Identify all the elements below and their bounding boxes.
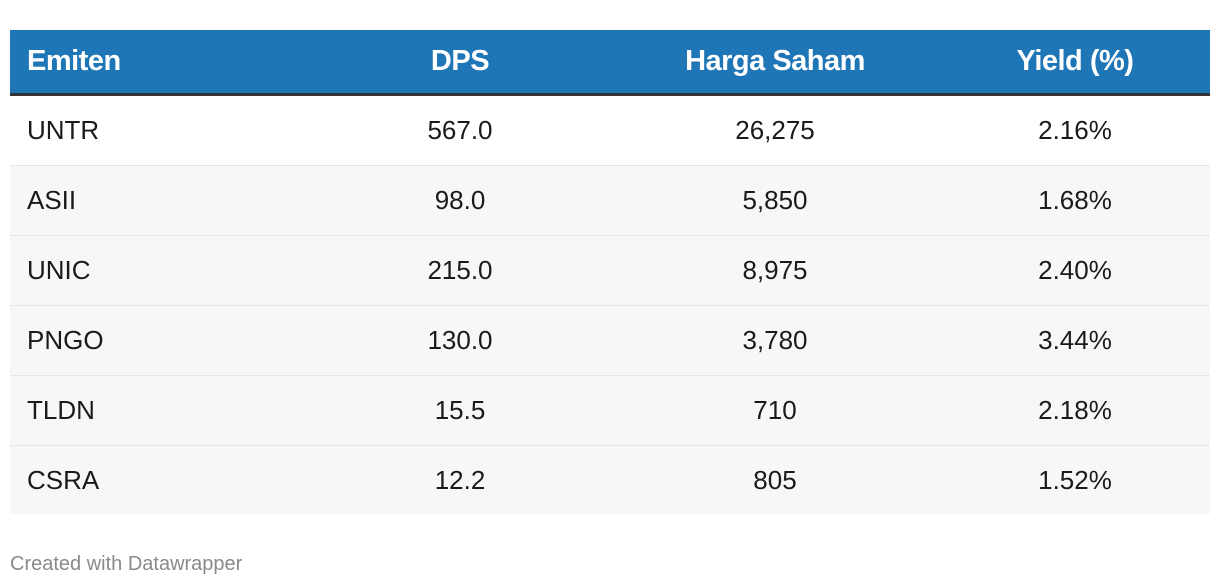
cell-harga-saham: 26,275 xyxy=(610,94,940,166)
cell-harga-saham: 8,975 xyxy=(610,235,940,306)
cell-dps: 12.2 xyxy=(310,445,610,514)
cell-yield: 2.40% xyxy=(940,235,1210,306)
table-header: Emiten DPS Harga Saham Yield (%) xyxy=(10,30,1210,96)
cell-dps: 215.0 xyxy=(310,235,610,306)
cell-dps: 98.0 xyxy=(310,165,610,236)
table-body: UNTR 567.0 26,275 2.16% ASII 98.0 5,850 1.68% UN… xyxy=(10,94,1210,514)
table-row: UNTR 567.0 26,275 2.16% xyxy=(10,94,1210,166)
cell-dps: 15.5 xyxy=(310,375,610,446)
column-header-harga-saham[interactable]: Harga Saham xyxy=(610,30,940,96)
cell-dps: 130.0 xyxy=(310,305,610,376)
cell-emiten: UNTR xyxy=(10,94,310,166)
cell-harga-saham: 3,780 xyxy=(610,305,940,376)
table-row: ASII 98.0 5,850 1.68% xyxy=(10,165,1210,236)
table-row: UNIC 215.0 8,975 2.40% xyxy=(10,235,1210,306)
cell-yield: 3.44% xyxy=(940,305,1210,376)
data-table-container: Emiten DPS Harga Saham Yield (%) UNTR 567… xyxy=(10,30,1210,514)
table-row: TLDN 15.5 710 2.18% xyxy=(10,375,1210,446)
cell-dps: 567.0 xyxy=(310,94,610,166)
cell-yield: 2.16% xyxy=(940,94,1210,166)
footer-credit: Created with Datawrapper xyxy=(10,553,243,575)
table-row: PNGO 130.0 3,780 3.44% xyxy=(10,305,1210,376)
cell-yield: 1.68% xyxy=(940,165,1210,236)
cell-emiten: TLDN xyxy=(10,375,310,446)
cell-emiten: ASII xyxy=(10,165,310,236)
cell-harga-saham: 5,850 xyxy=(610,165,940,236)
header-row: Emiten DPS Harga Saham Yield (%) xyxy=(10,30,1210,96)
data-table: Emiten DPS Harga Saham Yield (%) UNTR 567… xyxy=(10,30,1210,514)
column-header-yield[interactable]: Yield (%) xyxy=(940,30,1210,96)
cell-harga-saham: 710 xyxy=(610,375,940,446)
column-header-emiten[interactable]: Emiten xyxy=(10,30,310,96)
cell-emiten: CSRA xyxy=(10,445,310,514)
cell-yield: 1.52% xyxy=(940,445,1210,514)
table-row: CSRA 12.2 805 1.52% xyxy=(10,445,1210,514)
cell-emiten: UNIC xyxy=(10,235,310,306)
cell-emiten: PNGO xyxy=(10,305,310,376)
column-header-dps[interactable]: DPS xyxy=(310,30,610,96)
cell-harga-saham: 805 xyxy=(610,445,940,514)
cell-yield: 2.18% xyxy=(940,375,1210,446)
